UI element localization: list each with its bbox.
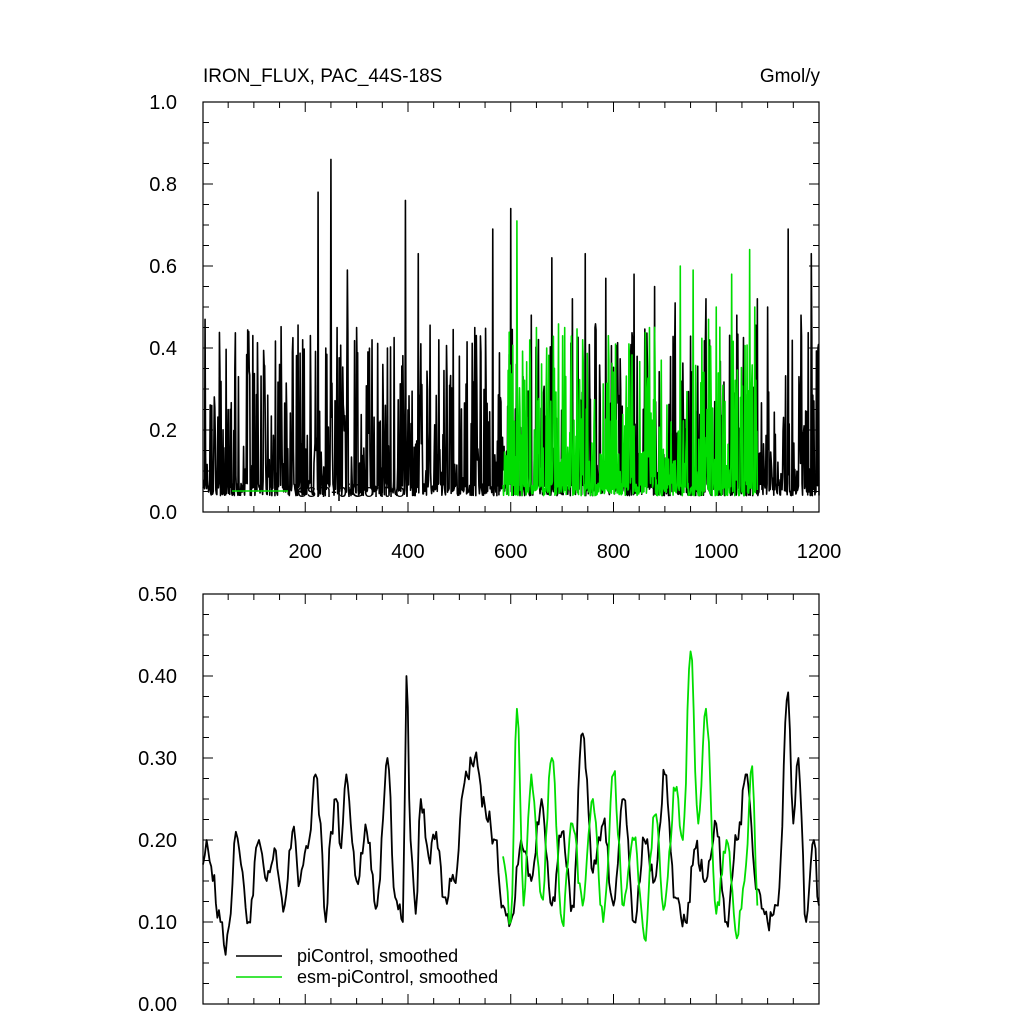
top-panel: IRON_FLUX, PAC_44S-18S Gmol/y esm-piCont… <box>149 66 841 563</box>
bottom-axis-ticks: 0.00 0.10 0.20 0.30 0.40 0.50 <box>138 584 820 1016</box>
chart-title: IRON_FLUX, PAC_44S-18S <box>203 66 442 87</box>
bottom-panel: 0.00 0.10 0.20 0.30 0.40 0.50 piControl, smoo… <box>138 584 820 1016</box>
y-tick-label: 0.4 <box>149 338 177 360</box>
top-series-group <box>202 158 820 497</box>
x-tick-label: 1200 <box>797 541 842 563</box>
x-tick-label: 200 <box>289 541 322 563</box>
bottom-plot-frame <box>202 593 820 1005</box>
y-tick-label: 0.40 <box>138 666 177 688</box>
series-line-esm-picontrol <box>502 220 759 497</box>
y-tick-label: 0.00 <box>138 994 177 1016</box>
x-tick-label: 800 <box>597 541 630 563</box>
y-tick-label: 0.2 <box>149 420 177 442</box>
y-tick-label: 0.0 <box>149 502 177 524</box>
y-tick-label: 0.8 <box>149 174 177 196</box>
x-tick-label: 400 <box>391 541 424 563</box>
smoothed-line-esm-picontrol-smoothed <box>502 650 759 942</box>
y-tick-label: 0.20 <box>138 830 177 852</box>
y-tick-label: 1.0 <box>149 92 177 114</box>
smoothed-line-picontrol-smoothed <box>202 675 820 956</box>
legend-label: esm-piControl, smoothed <box>297 967 498 987</box>
x-tick-label: 1000 <box>694 541 739 563</box>
y-tick-label: 0.6 <box>149 256 177 278</box>
top-legend-remnant: esm-piControl <box>232 481 409 501</box>
top-plot-frame <box>202 101 820 513</box>
y-tick-label: 0.10 <box>138 912 177 934</box>
bottom-series-group <box>202 650 820 956</box>
chart-units: Gmol/y <box>760 66 821 87</box>
y-tick-label: 0.30 <box>138 748 177 770</box>
legend-label: piControl, smoothed <box>297 946 458 966</box>
top-axis-ticks: 200 400 600 800 1000 1200 0.0 0.2 0.4 0.6 0.8 1.0 <box>149 92 841 563</box>
y-tick-label: 0.50 <box>138 584 177 606</box>
legend-remnant-label: esm-piControl <box>297 481 409 501</box>
x-tick-label: 600 <box>494 541 527 563</box>
